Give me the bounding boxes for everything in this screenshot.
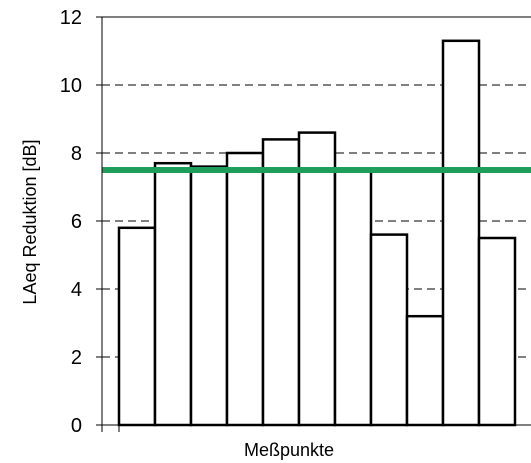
y-tick-label-0: 0 xyxy=(71,415,82,437)
y-tick-label-10: 10 xyxy=(60,75,82,97)
bar-7 xyxy=(333,168,373,427)
bar-5 xyxy=(261,138,301,427)
bar-2 xyxy=(153,161,193,427)
x-axis-title: Meßpunkte xyxy=(244,440,334,460)
bar-9 xyxy=(405,314,445,427)
y-tick-label-12: 12 xyxy=(60,7,82,29)
bar-3 xyxy=(189,165,229,427)
y-tick-label-2: 2 xyxy=(71,347,82,369)
y-tick-label-6: 6 xyxy=(71,211,82,233)
bar-8 xyxy=(369,233,409,427)
y-axis-title: LAeq Reduktion [dB] xyxy=(20,139,40,304)
bar-1 xyxy=(117,226,157,427)
y-tick-labels: 0 2 4 6 8 10 12 xyxy=(60,7,82,437)
y-tick-label-8: 8 xyxy=(71,143,82,165)
bar-6 xyxy=(297,131,337,427)
bar-11 xyxy=(477,236,517,427)
bar-4 xyxy=(225,151,265,427)
bar-10 xyxy=(441,39,481,427)
y-tick-label-4: 4 xyxy=(71,279,82,301)
bars xyxy=(117,39,517,427)
axes xyxy=(96,16,531,432)
